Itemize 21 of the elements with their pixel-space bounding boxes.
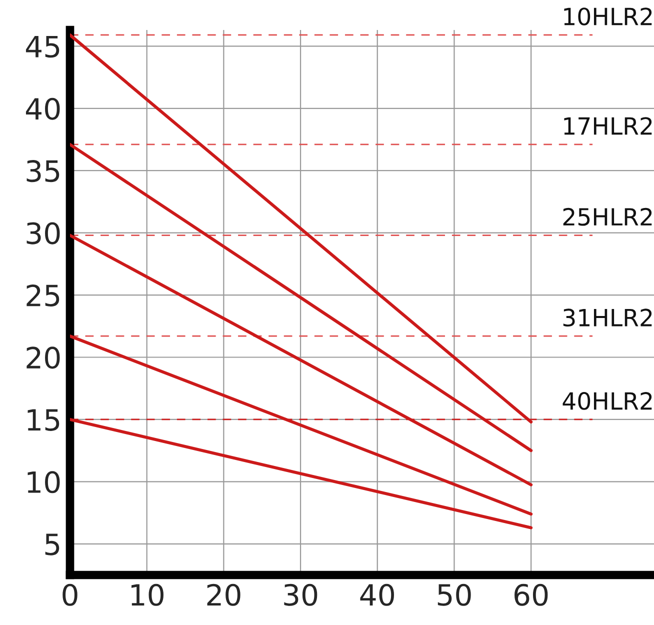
x-tick-label: 50 bbox=[438, 584, 471, 606]
y-tick-label: 25 bbox=[26, 284, 60, 307]
x-tick-label: 10 bbox=[131, 584, 164, 606]
ref-line-label: 10HLR2 bbox=[564, 8, 652, 26]
x-tick-label: 60 bbox=[514, 584, 548, 606]
x-tick-label: 30 bbox=[284, 584, 318, 606]
y-tick-label: 5 bbox=[45, 534, 60, 556]
ref-line-label: 25HLR2 bbox=[563, 208, 652, 226]
y-tick-label: 20 bbox=[26, 346, 60, 369]
ref-line-label: 31HLR2 bbox=[563, 308, 652, 327]
x-tick-label: 20 bbox=[207, 584, 240, 606]
ref-line-label: 17HLR2 bbox=[564, 117, 652, 135]
y-tick-label: 15 bbox=[28, 409, 60, 431]
y-tick-label: 10 bbox=[28, 471, 60, 494]
y-tick-label: 30 bbox=[26, 222, 60, 244]
y-tick-label: 35 bbox=[26, 160, 60, 182]
y-tick-label: 45 bbox=[26, 36, 60, 58]
x-tick-label: 40 bbox=[360, 584, 394, 606]
x-tick-label: 0 bbox=[62, 584, 78, 606]
y-tick-label: 40 bbox=[26, 98, 60, 120]
ref-line-label: 40HLR2 bbox=[562, 392, 652, 410]
